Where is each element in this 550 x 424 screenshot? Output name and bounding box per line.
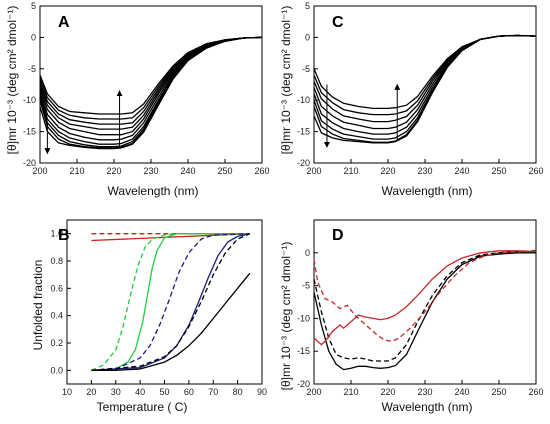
panel-c-xlabel: Wavelength (nm) — [382, 184, 473, 198]
y-tick-label: -5 — [302, 64, 310, 74]
y-tick-label: -10 — [23, 95, 36, 105]
y-tick-label: 5 — [31, 1, 36, 11]
y-tick-label: -15 — [297, 346, 310, 356]
series-line — [91, 233, 250, 371]
x-tick-label: 250 — [491, 387, 506, 397]
series-line — [39, 36, 263, 115]
panel-c-ylabel: [θ]mr 10⁻³ (deg cm² dmol⁻¹) — [279, 6, 293, 155]
panel-b-plot: 10 20 30 40 50 60 70 80 90 0.0 0.2 0.4 0.6 0.8 1.0 — [50, 219, 267, 397]
y-tick-label: -20 — [297, 158, 310, 168]
series-line — [313, 34, 537, 130]
series-line — [39, 36, 263, 149]
x-tick-label: 200 — [306, 387, 321, 397]
panel-c-label: C — [332, 14, 344, 31]
x-tick-label: 20 — [86, 387, 96, 397]
x-tick-label: 200 — [32, 166, 47, 176]
series-line — [313, 34, 537, 123]
x-tick-label: 220 — [106, 166, 121, 176]
panel-a-ylabel: [θ]mr 10⁻³ (deg cm² dmol⁻¹) — [5, 6, 19, 155]
series-line — [39, 36, 263, 150]
y-tick-label: 0.6 — [50, 283, 63, 293]
plot-frame — [313, 219, 537, 385]
x-tick-label: 210 — [343, 166, 358, 176]
panel-a-xlabel: Wavelength (nm) — [108, 184, 199, 198]
panel-d-ylabel: [θ]mr 10⁻³ (deg cm² dmol⁻¹) — [279, 242, 293, 391]
x-tick-label: 60 — [184, 387, 194, 397]
panel-d: 200 210 220 230 240 250 260 -20 -15 -10 -5 0 D Wave… — [279, 219, 544, 414]
panel-b-label: B — [58, 227, 70, 244]
x-tick-label: 10 — [62, 387, 72, 397]
y-tick-label: -20 — [297, 379, 310, 389]
x-tick-label: 210 — [343, 387, 358, 397]
panel-b-ylabel: Unfolded fraction — [31, 260, 45, 351]
series-line — [313, 250, 536, 343]
series-line — [91, 272, 251, 371]
series-line — [91, 233, 250, 371]
series-line — [313, 34, 537, 144]
x-tick-label: 210 — [69, 166, 84, 176]
y-tick-label: 0.2 — [50, 338, 63, 348]
y-tick-label: 0.0 — [50, 365, 63, 375]
panel-c: 200 210 220 230 240 250 260 -20 -15 -10 -5 0 5 C Wav… — [279, 1, 544, 198]
y-tick-label: 0 — [305, 32, 310, 42]
x-tick-label: 70 — [208, 387, 218, 397]
series-line — [39, 36, 263, 145]
panel-c-plot: 200 210 220 230 240 250 260 -20 -15 -10 -5 0 5 — [297, 1, 544, 176]
panel-d-label: D — [332, 227, 344, 244]
x-tick-label: 200 — [306, 166, 321, 176]
x-tick-label: 260 — [528, 387, 543, 397]
x-tick-label: 40 — [135, 387, 145, 397]
x-tick-label: 230 — [417, 387, 432, 397]
panel-d-plot: 200 210 220 230 240 250 260 -20 -15 -10 -5 0 — [297, 219, 544, 397]
x-tick-label: 230 — [143, 166, 158, 176]
x-tick-label: 30 — [111, 387, 121, 397]
panel-a: 200 210 220 230 240 250 260 -20 -15 -10 -5 0 5 A Wav… — [5, 1, 270, 198]
x-tick-label: 240 — [180, 166, 195, 176]
series-line — [313, 250, 537, 346]
plot-frame — [66, 219, 263, 385]
x-tick-label: 250 — [217, 166, 232, 176]
x-tick-label: 260 — [254, 166, 269, 176]
series-line — [39, 36, 263, 148]
x-tick-label: 240 — [454, 387, 469, 397]
x-tick-label: 80 — [233, 387, 243, 397]
panel-b-xlabel: Temperature ( C) — [97, 400, 188, 414]
panel-a-label: A — [58, 14, 70, 31]
panel-b: 10 20 30 40 50 60 70 80 90 0.0 0.2 0.4 0.6 0.8 1.0 B T… — [31, 219, 267, 414]
panel-a-plot: 200 210 220 230 240 250 260 -20 -15 -10 -5 0 5 — [23, 1, 270, 176]
x-tick-label: 50 — [159, 387, 169, 397]
series-line — [313, 34, 537, 135]
x-tick-label: 220 — [380, 166, 395, 176]
x-tick-label: 250 — [491, 166, 506, 176]
y-tick-label: 0.4 — [50, 311, 63, 321]
series-line — [313, 252, 536, 371]
y-tick-label: -5 — [28, 64, 36, 74]
x-tick-label: 90 — [257, 387, 267, 397]
x-tick-label: 230 — [417, 166, 432, 176]
y-tick-label: 0 — [31, 32, 36, 42]
x-tick-label: 260 — [528, 166, 543, 176]
x-tick-label: 240 — [454, 166, 469, 176]
y-tick-label: 5 — [305, 1, 310, 11]
y-tick-label: -5 — [302, 281, 310, 291]
x-tick-label: 220 — [380, 387, 395, 397]
y-tick-label: -15 — [297, 127, 310, 137]
y-tick-label: 0 — [305, 248, 310, 258]
panel-d-xlabel: Wavelength (nm) — [382, 400, 473, 414]
y-tick-label: 1.0 — [50, 229, 63, 239]
y-tick-label: -20 — [23, 158, 36, 168]
series-line — [313, 250, 537, 362]
y-tick-label: -15 — [23, 127, 36, 137]
y-tick-label: 0.8 — [50, 256, 63, 266]
series-line — [91, 233, 250, 371]
y-tick-label: -10 — [297, 313, 310, 323]
y-tick-label: -10 — [297, 95, 310, 105]
